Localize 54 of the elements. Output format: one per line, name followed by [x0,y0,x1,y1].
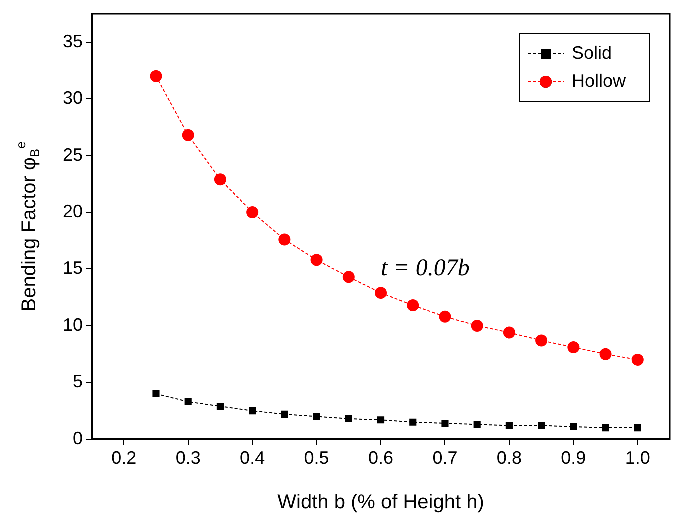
x-tick-label: 0.6 [368,448,394,468]
point [439,310,452,323]
point [602,424,610,432]
y-tick-label: 10 [62,314,84,335]
point [632,354,644,366]
point [150,70,162,82]
point [568,342,580,354]
point [249,408,256,415]
point [442,420,449,428]
point [310,254,323,266]
point [506,422,513,430]
point [184,398,192,406]
point [246,206,259,219]
point [471,320,484,332]
point [342,271,355,284]
point [281,410,288,418]
point [377,416,385,424]
point [407,300,420,312]
point [634,424,642,432]
y-tick-label: 0 [73,428,84,448]
x-tick-label: 0.3 [176,448,201,468]
point [570,423,578,430]
point [182,129,194,142]
y-tick-label: 5 [73,372,84,392]
legend-label: Hollow [572,70,628,91]
y-tick-label: 20 [62,201,84,222]
legend-label: Solid [572,42,612,63]
point [410,418,417,426]
x-tick-label: 1.0 [625,448,650,468]
x-tick-label: 0.2 [112,448,137,468]
point [216,402,224,410]
point [313,413,320,420]
point [375,287,388,300]
point [214,174,226,186]
point [600,348,612,360]
x-axis-title: Width b (% of Height h) [278,492,484,514]
point [538,422,546,430]
x-tick-label: 0.9 [561,448,586,468]
y-axis-title: Bending Factor φBe [14,142,43,312]
y-tick-label: 25 [62,144,84,165]
x-tick-label: 0.4 [240,448,266,468]
point [278,234,291,246]
point [536,334,548,347]
y-tick-label: 15 [62,258,84,278]
point [345,415,352,423]
x-tick-label: 0.8 [496,448,522,468]
point [503,326,516,339]
point [474,421,481,428]
y-tick-label: 35 [62,31,84,52]
x-tick-label: 0.5 [304,448,330,468]
x-tick-label: 0.7 [432,448,458,468]
annotation: t = 0.07b [381,256,470,282]
y-tick-label: 30 [62,88,84,108]
point [152,390,160,398]
